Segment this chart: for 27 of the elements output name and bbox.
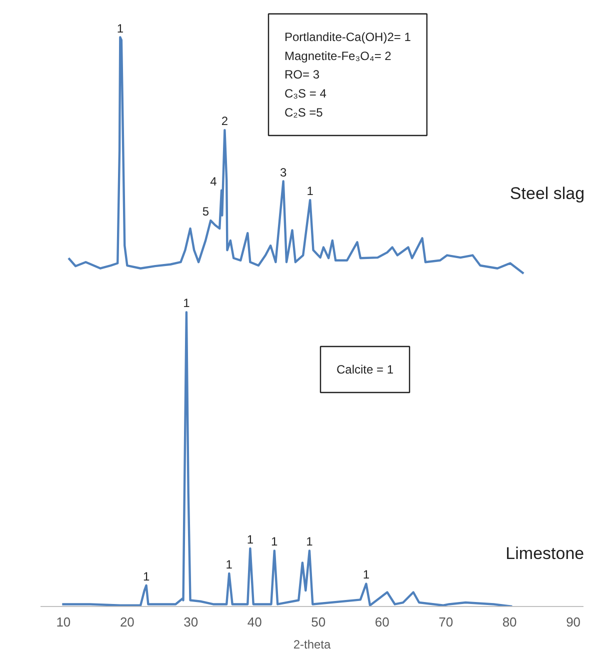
annotation: Calcite = 1 — [336, 362, 394, 376]
x-tick-label: 60 — [374, 614, 390, 630]
x-tick-label: 20 — [120, 614, 134, 630]
x-tick-label: 40 — [247, 614, 262, 630]
x-tick-label: 30 — [184, 614, 198, 630]
x-tick-label: 90 — [566, 614, 581, 630]
annotation: 1 — [183, 296, 190, 310]
annotation: 2 — [221, 114, 228, 128]
x-tick-label: 10 — [56, 614, 71, 630]
text: Limestone — [506, 544, 584, 563]
annotation: 1 — [271, 534, 278, 549]
x-tick-label: 80 — [502, 614, 517, 630]
annotation: 1 — [116, 21, 124, 36]
annotation: Portlandite-Ca(OH)2= 1 Magnetite-Fe₃O₄= 2 RO= 3 C₃S = 4 C₂S =5 — [284, 30, 412, 120]
annotation: 3 — [280, 165, 287, 180]
x-tick-label: 50 — [311, 614, 326, 630]
x-axis-title: 2-theta — [293, 638, 332, 652]
annotation: 4 — [210, 174, 218, 188]
annotation: 1 — [142, 569, 150, 584]
annotation: 1 — [226, 557, 233, 572]
annotation: 1 — [306, 534, 314, 549]
annotation: 5 — [202, 204, 210, 219]
text: Steel slag — [510, 184, 585, 203]
annotation: 1 — [246, 532, 254, 546]
x-tick-label: 70 — [438, 614, 454, 630]
annotation: 1 — [362, 568, 370, 582]
annotation: 1 — [306, 184, 314, 198]
